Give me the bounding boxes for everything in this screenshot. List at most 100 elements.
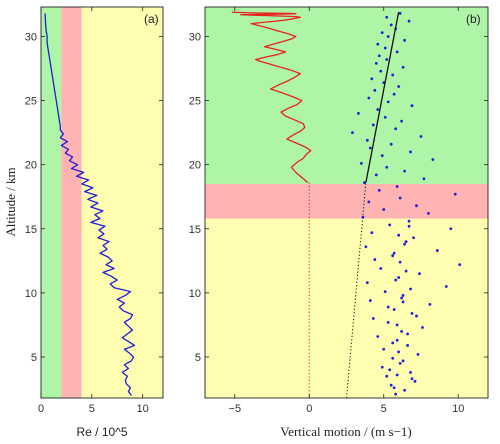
panel-a-frame	[40, 6, 164, 399]
data-point	[368, 146, 372, 150]
band-2	[205, 7, 488, 184]
panel-a-background-bands	[41, 7, 163, 398]
data-point	[385, 374, 389, 378]
panel-b-label: (b)	[466, 12, 481, 26]
data-point	[401, 359, 405, 363]
data-point	[392, 251, 396, 255]
data-point	[407, 19, 411, 23]
data-point	[400, 329, 404, 333]
series-3-line	[365, 12, 400, 183]
data-point	[394, 392, 398, 396]
data-point	[391, 356, 395, 360]
data-point	[394, 127, 398, 131]
data-point	[379, 267, 383, 270]
series-1-line	[231, 11, 312, 184]
data-point	[373, 88, 377, 92]
panel-a-series	[44, 13, 136, 396]
data-point	[391, 341, 395, 345]
x-tick-label: 0	[38, 403, 44, 415]
data-point	[391, 254, 395, 258]
data-point	[391, 73, 395, 77]
data-point	[386, 305, 390, 309]
data-point	[374, 62, 378, 65]
data-point	[413, 379, 417, 383]
data-point	[395, 338, 399, 342]
data-point	[409, 150, 412, 154]
y-tick-label: 20	[25, 160, 37, 172]
data-point	[385, 165, 389, 169]
data-point	[392, 308, 396, 311]
x-tick-label: 10	[137, 403, 149, 415]
x-tick-label: −5	[229, 403, 242, 415]
data-point	[444, 285, 448, 288]
data-point	[398, 196, 402, 200]
x-tick-label: 5	[89, 403, 95, 415]
data-point	[401, 65, 405, 69]
data-point	[435, 249, 439, 252]
data-point	[365, 281, 369, 285]
data-point	[367, 96, 371, 100]
panel-b-x-ticks: −5 0 5 10	[229, 7, 464, 415]
data-point	[386, 35, 390, 38]
data-point	[458, 263, 462, 267]
data-point	[431, 158, 435, 161]
y-tick-label: 25	[189, 96, 201, 108]
panel-b-y-ticks: 5 10 15 20 25 30	[189, 31, 488, 364]
panel-a-x-ticks: 0 5 10	[38, 7, 149, 415]
band-1	[205, 183, 488, 219]
data-point	[410, 377, 414, 381]
data-point	[376, 335, 380, 338]
panel-a-y-ticks: 5 10 15 20 25 30	[25, 31, 163, 364]
data-point	[398, 361, 402, 365]
data-point	[377, 188, 381, 192]
data-point	[383, 46, 387, 50]
data-point	[389, 383, 393, 387]
data-point	[351, 131, 354, 135]
data-point	[398, 260, 402, 264]
y-tick-label: 15	[25, 224, 37, 236]
data-point	[362, 181, 366, 185]
data-point	[397, 350, 401, 354]
data-point	[373, 258, 377, 261]
data-point	[409, 287, 412, 291]
data-point	[367, 200, 371, 204]
y-tick-label: 10	[189, 288, 201, 300]
data-point	[382, 347, 386, 351]
data-point	[401, 300, 405, 304]
data-point	[368, 299, 372, 302]
data-point	[407, 224, 411, 228]
data-point	[418, 272, 421, 276]
data-point	[392, 92, 396, 96]
data-point	[397, 233, 401, 237]
data-point	[386, 320, 390, 324]
panel-b-x-axis-label: Vertical motion / (m s−1)	[280, 424, 412, 439]
y-tick-label: 5	[31, 352, 37, 364]
data-point	[409, 370, 412, 374]
band-0	[41, 7, 62, 398]
x-tick-label: 10	[452, 403, 464, 415]
data-point	[428, 303, 432, 306]
data-point	[422, 177, 426, 181]
data-point	[453, 192, 457, 196]
data-point	[415, 314, 418, 318]
data-point	[398, 12, 402, 15]
data-point	[410, 104, 414, 108]
data-point	[400, 296, 404, 300]
data-point	[365, 138, 369, 142]
data-point	[407, 219, 411, 223]
data-point	[364, 245, 368, 249]
data-point	[370, 231, 374, 235]
data-point	[377, 54, 381, 58]
data-point	[449, 227, 453, 231]
band-0	[205, 218, 488, 398]
x-tick-label: 5	[381, 403, 387, 415]
data-point	[397, 276, 401, 279]
panel-b-background-bands	[205, 7, 488, 398]
data-point	[383, 290, 387, 293]
panel-b-series	[231, 11, 462, 399]
y-tick-label: 25	[25, 96, 37, 108]
y-tick-label: 5	[195, 352, 201, 364]
data-point	[395, 323, 399, 327]
data-point	[386, 100, 390, 104]
panel-a-label: (a)	[144, 12, 159, 26]
